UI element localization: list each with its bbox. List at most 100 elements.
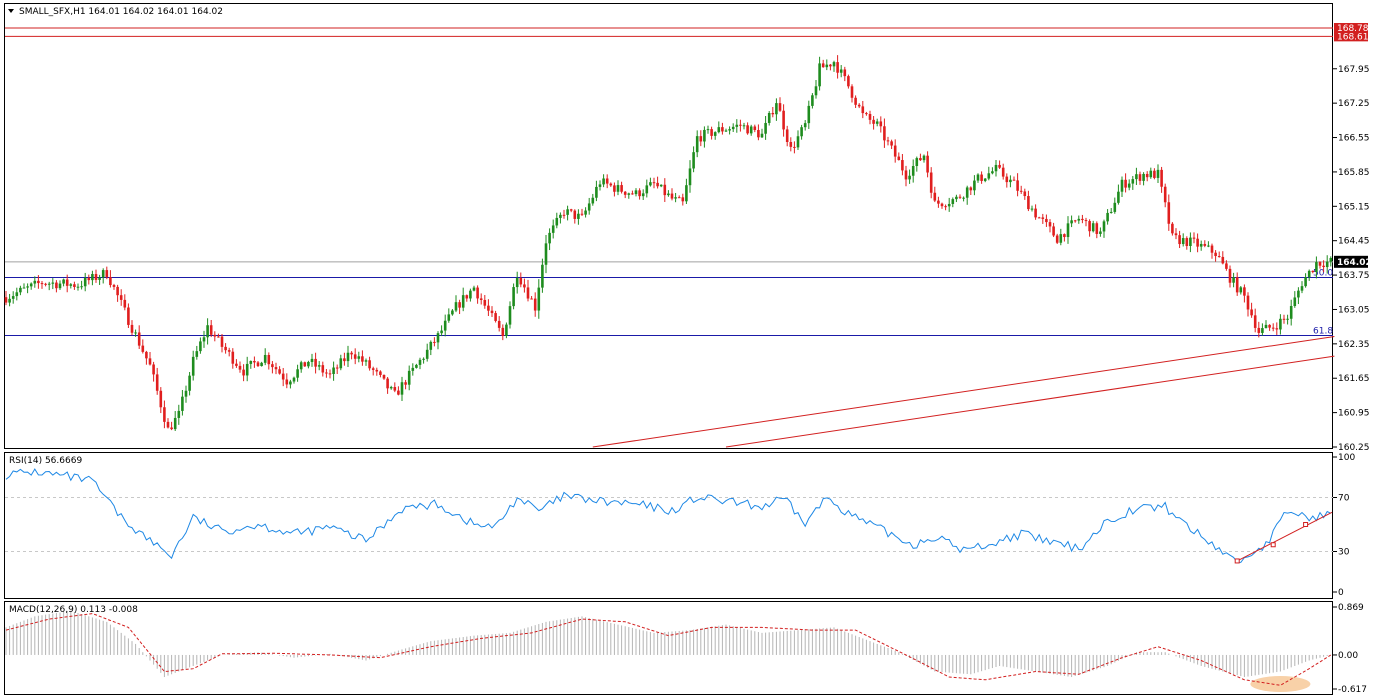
bullish-candle [51,282,55,284]
bullish-candle [440,330,443,334]
bearish-candle [119,295,123,300]
price-axis-label: 166.55 [1338,134,1370,144]
price-axis-label: 165.15 [1338,202,1370,212]
bearish-candle [231,351,235,364]
bullish-candle [602,178,605,185]
current-price-tag [1334,255,1368,268]
bullish-candle [875,121,879,124]
bearish-candle [361,356,364,362]
bullish-candle [188,375,191,391]
bearish-candle [656,182,659,187]
bullish-candle [674,197,677,199]
bullish-candle [1120,179,1124,192]
bullish-candle [724,130,728,132]
bearish-candle [620,185,623,192]
bearish-candle [1318,262,1322,266]
bullish-candle [832,62,836,67]
bearish-candle [789,141,793,147]
bearish-candle [274,367,278,370]
bearish-candle [393,387,397,391]
bullish-candle [717,127,721,133]
bullish-candle [11,296,15,299]
bullish-candle [641,193,645,197]
bearish-candle [130,324,134,333]
bullish-candle [461,295,465,308]
bullish-candle [965,187,969,198]
bearish-candle [1225,263,1228,269]
bearish-candle [1178,235,1181,245]
bullish-candle [548,232,551,244]
bearish-candle [699,136,703,142]
bearish-candle [1045,218,1048,223]
bearish-candle [631,193,634,195]
support-trendline [725,355,1335,448]
bearish-candle [663,184,667,196]
triangle-down-icon[interactable] [8,9,14,13]
bullish-candle [1329,258,1333,262]
bearish-candle [1016,180,1019,191]
bullish-candle [263,354,267,363]
bullish-candle [515,278,519,288]
bearish-candle [271,364,274,368]
rsi-trendline-marker [1270,542,1276,548]
bullish-candle [83,277,87,287]
bearish-candle [44,283,47,285]
bullish-candle [19,287,22,293]
rsi-indicator: 100 70 30 0 [5,453,1355,598]
bearish-candle [4,297,8,303]
bearish-candle [163,407,166,422]
bearish-candle [490,310,494,314]
bearish-candle [573,210,577,219]
bullish-candle [703,129,706,142]
bullish-candle [346,352,350,362]
bearish-candle [872,119,875,124]
bullish-candle [418,359,422,365]
bearish-candle [350,352,353,355]
bullish-candle [307,361,310,367]
bullish-candle [627,193,631,195]
bullish-candle [26,286,29,288]
bullish-candle [764,122,767,134]
bearish-candle [1012,179,1016,181]
bullish-candle [62,279,65,284]
bullish-candle [1181,238,1185,245]
bullish-candle [713,132,717,136]
bearish-candle [1243,287,1246,296]
bearish-candle [1257,327,1261,333]
bullish-candle [976,174,980,181]
bullish-candle [454,302,458,311]
bearish-candle [1063,234,1066,238]
bullish-candle [973,180,976,191]
bearish-candle [487,305,490,311]
bullish-candle [98,277,101,280]
bearish-candle [739,124,742,126]
bearish-candle [1196,238,1199,247]
bearish-candle [1081,218,1084,221]
bullish-candle [1300,286,1304,291]
bullish-candle [245,363,249,376]
bullish-candle [339,358,343,369]
bearish-candle [1145,173,1149,178]
bearish-candle [879,121,883,127]
resistance-price-label: 168.78 [1337,24,1369,34]
bullish-candle [1279,318,1282,330]
bearish-candle [1185,238,1189,247]
bullish-candle [451,310,454,315]
bearish-candle [623,191,627,195]
bearish-candle [433,341,436,343]
bearish-candle [1203,243,1207,246]
bullish-candle [559,214,562,218]
bullish-candle [1261,328,1264,333]
rsi-trendline [1236,511,1333,562]
bearish-candle [1250,309,1253,316]
bearish-candle [40,283,44,285]
price-axis-label: 161.65 [1338,374,1370,384]
price-axis-label: 165.85 [1338,168,1370,178]
bullish-candle [1297,290,1300,298]
bullish-candle [296,369,299,378]
macd-axis-label: 0.00 [1338,651,1358,661]
bearish-candle [865,113,868,115]
bearish-candle [353,354,357,359]
bullish-candle [1207,245,1210,247]
bearish-candle [227,350,231,352]
